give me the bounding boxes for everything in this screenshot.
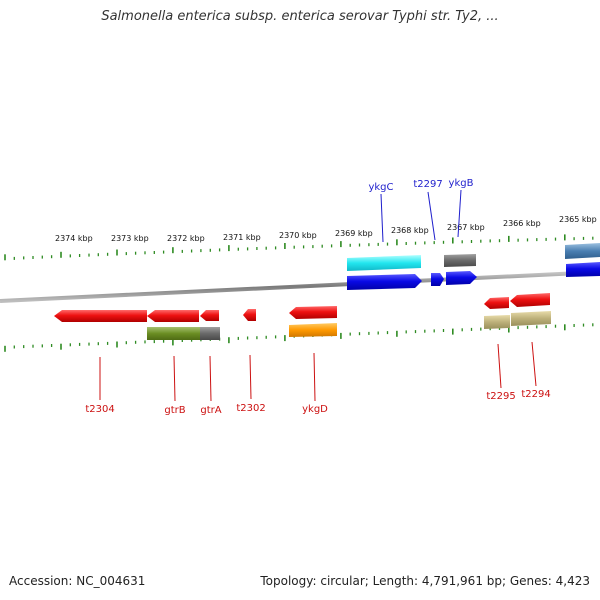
forward-strand-features — [347, 243, 600, 290]
label-leaders — [99, 189, 537, 402]
reverse-gene-labels: t2304 gtrB gtrA t2302 ykgD t2295 t2294 — [85, 389, 550, 416]
gene-gtrA-cds[interactable] — [200, 327, 220, 340]
scale-label: 2368 kbp — [391, 226, 429, 235]
reverse-strand-features — [54, 293, 551, 340]
gene-ykgD-cds[interactable] — [289, 323, 337, 337]
scale-label: 2365 kbp — [559, 215, 597, 224]
gene-partial-cds[interactable] — [565, 243, 600, 259]
gene-t2295-cds[interactable] — [484, 315, 510, 329]
map-title: Salmonella enterica subsp. enterica sero… — [101, 9, 499, 24]
scale-label: 2374 kbp — [55, 234, 93, 243]
leader-ykgC — [380, 193, 384, 243]
gene-ykgC-arrow[interactable] — [347, 274, 422, 290]
forward-gene-labels: ykgC t2297 ykgB — [368, 178, 473, 193]
leader-ykgB — [457, 189, 462, 238]
gene-label-t2297[interactable]: t2297 — [413, 179, 442, 190]
gene-label-ykgC[interactable]: ykgC — [368, 182, 393, 193]
gene-ykgC-cds[interactable] — [347, 255, 421, 271]
gene-gtrB-cds[interactable] — [147, 327, 200, 340]
gene-gtrA-arrow[interactable] — [200, 310, 219, 321]
leader-t2302 — [249, 354, 252, 400]
leader-t2297 — [427, 191, 436, 241]
scale-label: 2372 kbp — [167, 234, 205, 243]
accession-text: Accession: NC_004631 — [9, 574, 146, 588]
gene-label-ykgB[interactable]: ykgB — [449, 178, 474, 189]
genome-backbone — [0, 270, 600, 303]
gene-label-t2294[interactable]: t2294 — [521, 389, 550, 400]
scale-label: 2369 kbp — [335, 229, 373, 238]
gene-label-gtrA[interactable]: gtrA — [200, 405, 221, 416]
gene-label-t2302[interactable]: t2302 — [236, 403, 265, 414]
gene-ykgD-arrow[interactable] — [289, 306, 337, 319]
scale-label: 2367 kbp — [447, 223, 485, 232]
genome-stats-text: Topology: circular; Length: 4,791,961 bp… — [260, 574, 590, 588]
gene-ykgB-arrow[interactable] — [446, 271, 477, 285]
gene-t2302-arrow[interactable] — [243, 309, 256, 321]
gene-t2295-arrow[interactable] — [484, 297, 509, 309]
gene-label-t2295[interactable]: t2295 — [486, 391, 515, 402]
scale-labels: 2374 kbp 2373 kbp 2372 kbp 2371 kbp 2370… — [55, 215, 597, 243]
scale-label: 2371 kbp — [223, 233, 261, 242]
leader-gtrA — [209, 355, 212, 402]
gene-t2297-arrow[interactable] — [431, 273, 444, 286]
leader-t2294 — [531, 341, 537, 387]
gene-label-gtrB[interactable]: gtrB — [164, 405, 185, 416]
scale-label: 2373 kbp — [111, 234, 149, 243]
leader-gtrB — [173, 355, 176, 402]
gene-t2304-arrow[interactable] — [54, 310, 147, 322]
gene-label-t2304[interactable]: t2304 — [85, 404, 114, 415]
gene-label-ykgD[interactable]: ykgD — [302, 404, 328, 415]
leader-ykgD — [313, 352, 316, 402]
leader-t2295 — [497, 343, 502, 389]
gene-t2294-arrow[interactable] — [510, 293, 550, 307]
scale-label: 2366 kbp — [503, 219, 541, 228]
gene-partial-arrow[interactable] — [566, 262, 600, 277]
scale-label: 2370 kbp — [279, 231, 317, 240]
upper-tick-track — [4, 234, 594, 261]
gene-ykgB-cds[interactable] — [444, 254, 476, 267]
gene-t2294-cds[interactable] — [511, 311, 551, 326]
gene-gtrB-arrow[interactable] — [147, 310, 199, 322]
